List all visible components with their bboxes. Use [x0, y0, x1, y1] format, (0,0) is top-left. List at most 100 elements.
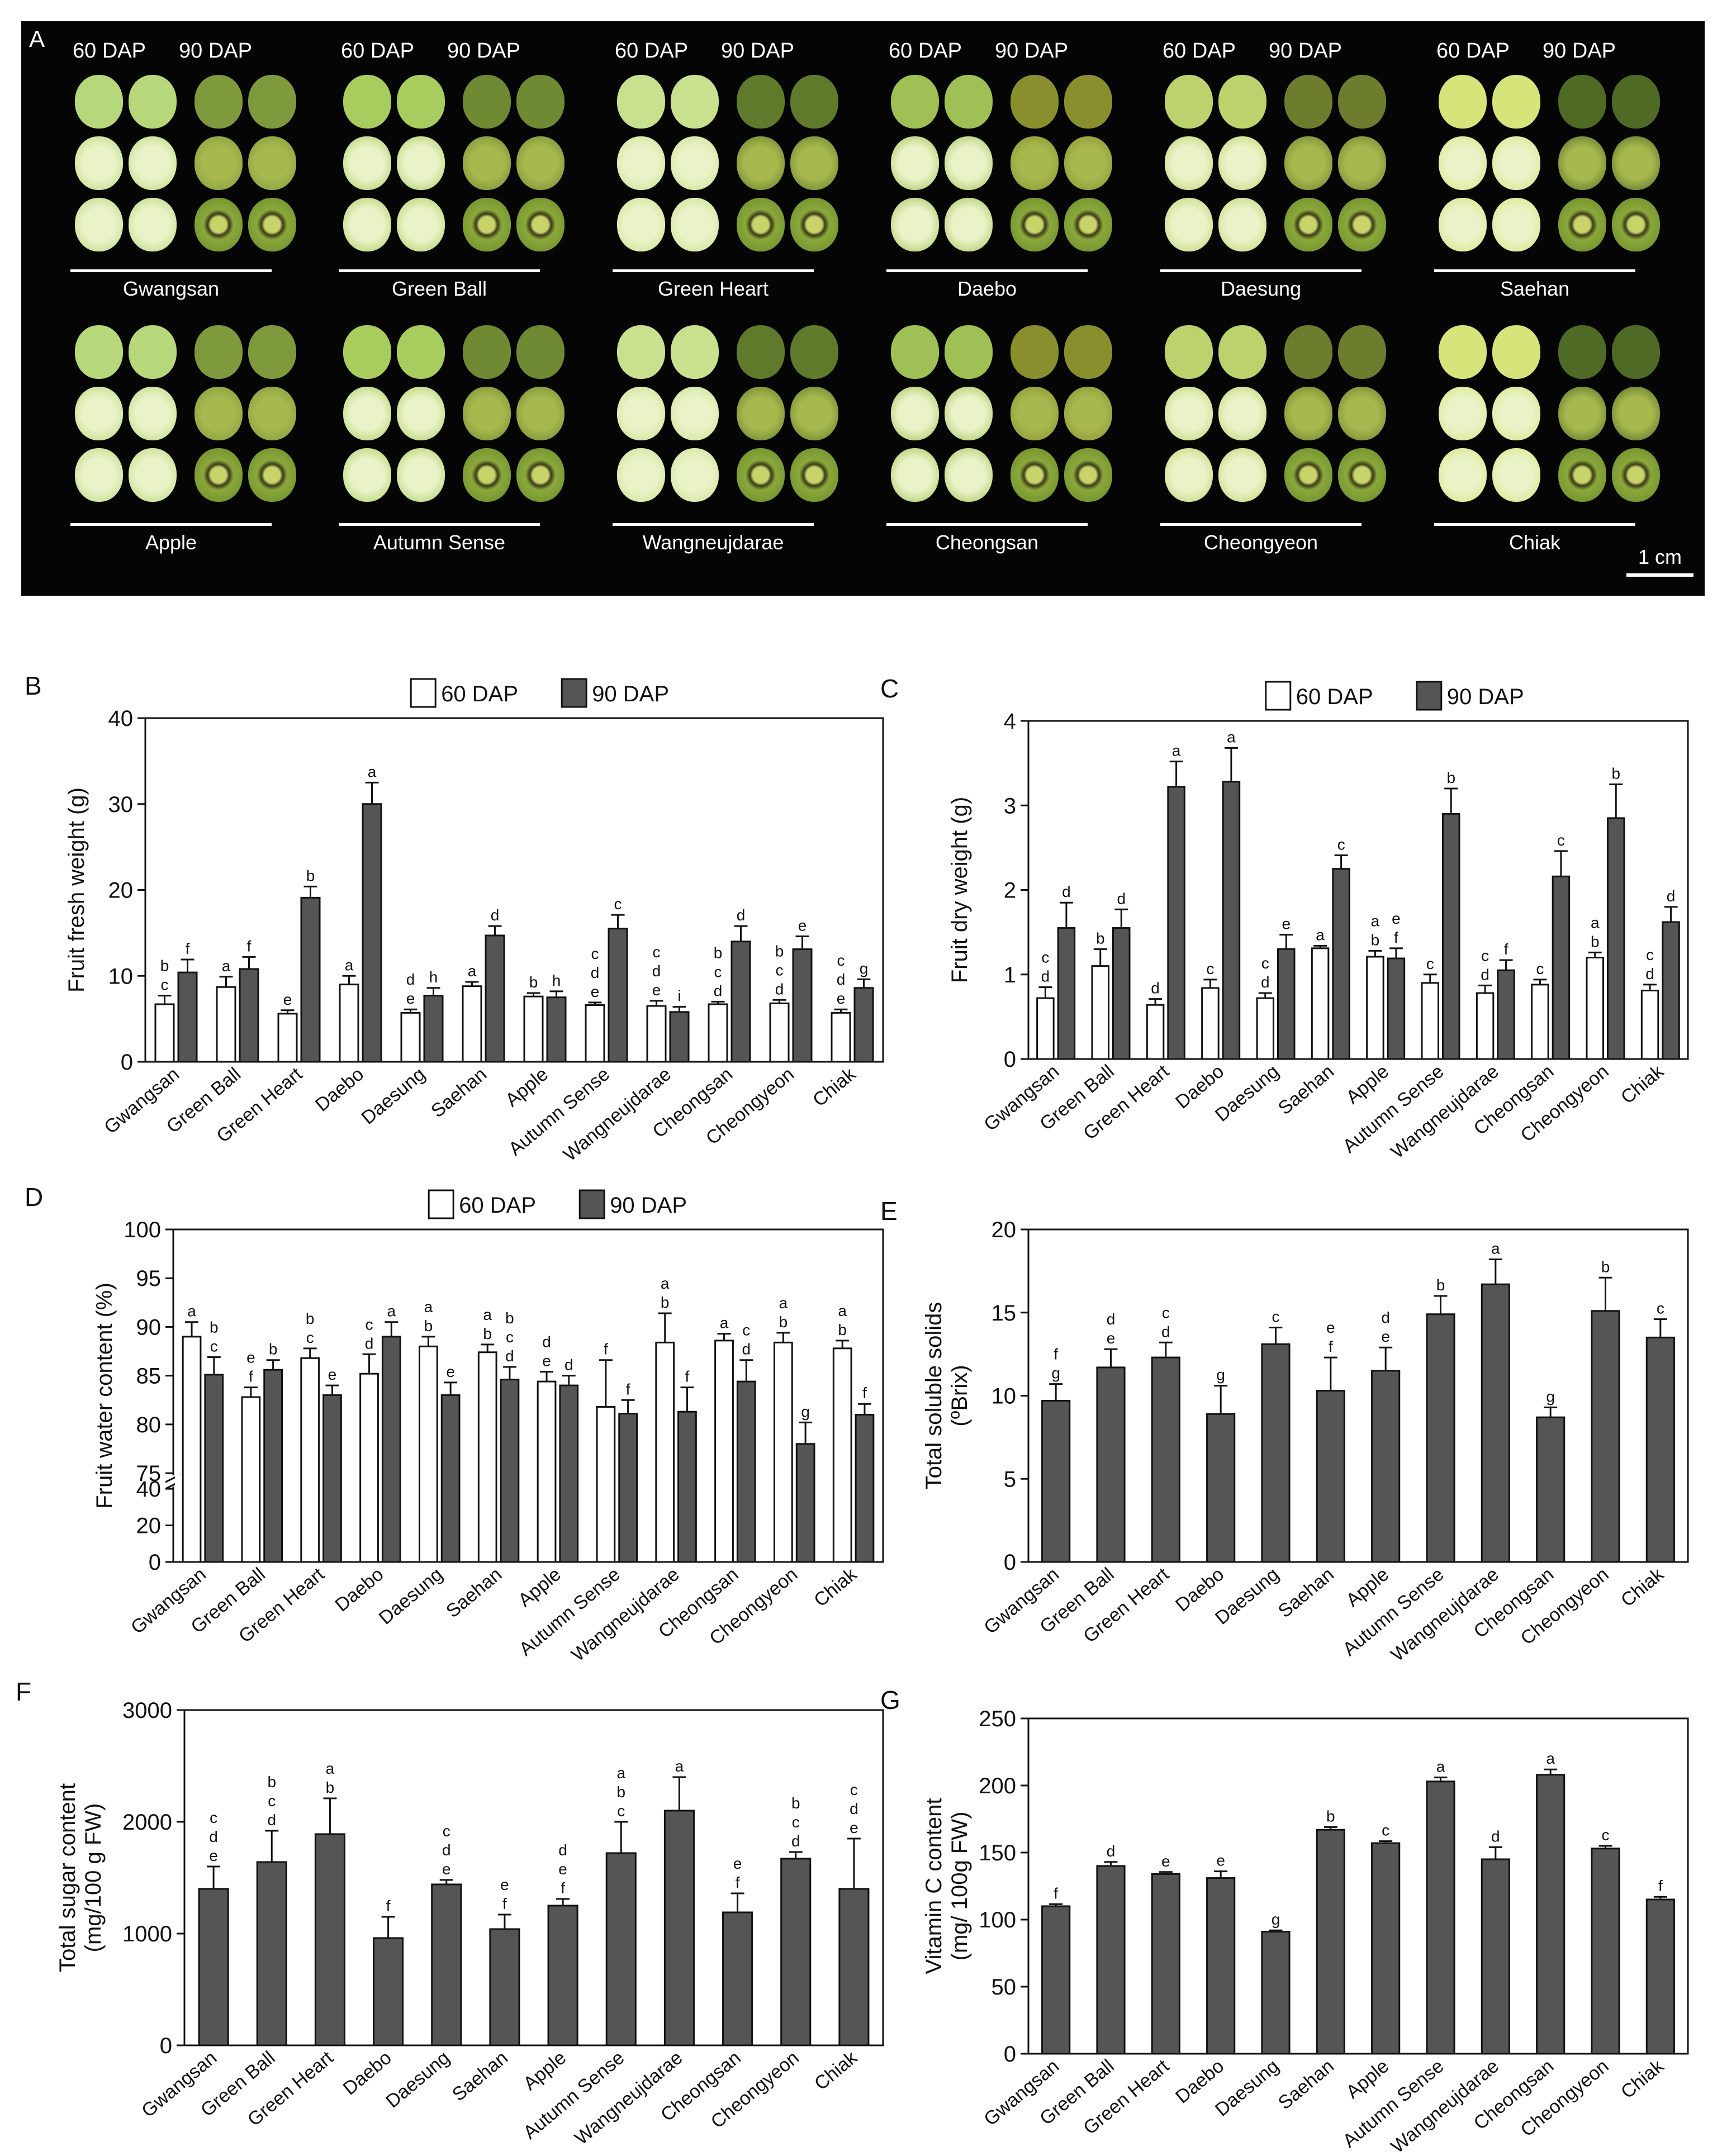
fruit-photo	[1064, 136, 1112, 190]
fruit-photo	[671, 448, 719, 502]
legend-swatch	[578, 1189, 605, 1219]
significance-letter: d	[1481, 966, 1489, 983]
significance-letter: a	[720, 1314, 729, 1332]
cultivar-underline	[339, 523, 540, 526]
x-tick-label: Chiak	[1617, 2055, 1668, 2103]
fruit-photo	[463, 75, 511, 129]
bar	[537, 1380, 557, 1563]
y-tick-label: 100	[979, 1908, 1016, 1932]
cultivar-underline	[70, 523, 272, 526]
cultivar-name: Autumn Sense	[373, 531, 506, 554]
significance-letter: b	[326, 1779, 335, 1796]
significance-letter: d	[737, 906, 746, 924]
dap90-label: 90 DAP	[447, 39, 520, 63]
bar	[1662, 921, 1680, 1060]
fruit-photo	[945, 325, 993, 379]
y-tick-label: 30	[108, 792, 134, 817]
fruit-photo	[1165, 448, 1213, 502]
bar	[1206, 1877, 1236, 2055]
significance-letter: a	[345, 956, 354, 973]
y-tick-label: 2	[1004, 878, 1016, 903]
dap60-label: 60 DAP	[73, 39, 146, 63]
cultivar-underline	[339, 269, 540, 272]
bar	[314, 1833, 345, 2046]
y-tick-label: 3	[1004, 794, 1016, 818]
fruit-photo	[129, 198, 177, 251]
x-tick-label: Wangneujdarae	[559, 1063, 675, 1166]
bar	[1316, 1390, 1345, 1563]
fruit-photo	[1011, 448, 1059, 502]
fruit-photo	[516, 387, 564, 440]
fruit-photo	[891, 136, 939, 190]
fruit-photo	[1558, 325, 1606, 379]
bar	[1091, 965, 1109, 1060]
significance-letter: a	[326, 1760, 335, 1777]
significance-letter: c	[617, 1802, 625, 1820]
significance-letter: g	[860, 960, 869, 977]
significance-letter: e	[1392, 910, 1401, 927]
bar	[1277, 948, 1296, 1060]
significance-letter: a	[368, 763, 377, 780]
y-tick-label: 0	[149, 1550, 161, 1575]
significance-letter: b	[1096, 929, 1105, 947]
fruit-photo	[790, 198, 838, 251]
fruit-photo	[1439, 75, 1487, 129]
bar	[362, 803, 382, 1063]
bar	[1387, 957, 1406, 1060]
bar	[182, 1336, 202, 1563]
significance-letter: d	[1381, 1309, 1390, 1326]
fruit-photo	[1165, 75, 1213, 129]
fruit-photo	[397, 448, 445, 502]
y-tick-label: 250	[979, 1707, 1016, 1731]
bar	[1426, 1313, 1455, 1563]
y-tick-label: 85	[136, 1364, 162, 1389]
bar	[1206, 1413, 1236, 1563]
bar	[241, 1396, 261, 1563]
fruit-photo	[1492, 75, 1540, 129]
bar	[462, 985, 482, 1063]
bar	[646, 1005, 667, 1063]
significance-letter: b	[616, 1783, 625, 1801]
y-tick-label: 3000	[122, 1698, 172, 1723]
bar	[359, 1373, 379, 1563]
significance-letter: d	[1107, 1842, 1116, 1860]
y-tick-label: 5	[1004, 1467, 1016, 1492]
significance-letter: c	[1337, 835, 1345, 853]
significance-letter: d	[365, 1335, 374, 1352]
bar	[1442, 813, 1460, 1060]
fruit-photo	[790, 136, 838, 190]
x-tick-label: Wangneujdarae	[567, 1564, 683, 1666]
x-tick-label: Daesung	[382, 2047, 454, 2112]
bar	[1640, 989, 1659, 1060]
fruit-photo	[617, 75, 665, 129]
bar	[423, 995, 444, 1063]
significance-letter: d	[1041, 967, 1050, 985]
significance-letter: d	[591, 964, 600, 981]
fruit-photo	[790, 75, 838, 129]
bar	[1256, 997, 1274, 1060]
significance-letter: c	[268, 1792, 276, 1810]
legend-label: 90 DAP	[592, 682, 669, 706]
significance-letter: f	[736, 1874, 740, 1891]
bar	[1536, 1774, 1566, 2055]
y-tick-label: 0	[1004, 2042, 1016, 2067]
y-axis-label: Fruit dry weight (g)	[947, 797, 972, 983]
significance-letter: d	[542, 1333, 551, 1351]
legend-swatch	[428, 1189, 454, 1219]
significance-letter: b	[529, 973, 538, 991]
fruit-photo	[463, 198, 511, 251]
bar	[792, 948, 813, 1063]
significance-letter: a	[222, 957, 231, 975]
bar	[1481, 1283, 1510, 1563]
plot-frame	[1027, 1717, 1689, 2055]
cultivar-name: Cheongsan	[935, 531, 1039, 554]
cultivar-tile: 60 DAP 90 DAP Saehan	[1425, 36, 1693, 310]
fruit-photo	[945, 448, 993, 502]
fruit-photo	[1492, 198, 1540, 251]
fruit-photo	[1492, 387, 1540, 440]
fruit-photo	[1064, 198, 1112, 251]
significance-letter: e	[1216, 1852, 1225, 1869]
fruit-photo	[516, 75, 564, 129]
fruit-photo	[195, 75, 243, 129]
bar	[1645, 1898, 1675, 2055]
